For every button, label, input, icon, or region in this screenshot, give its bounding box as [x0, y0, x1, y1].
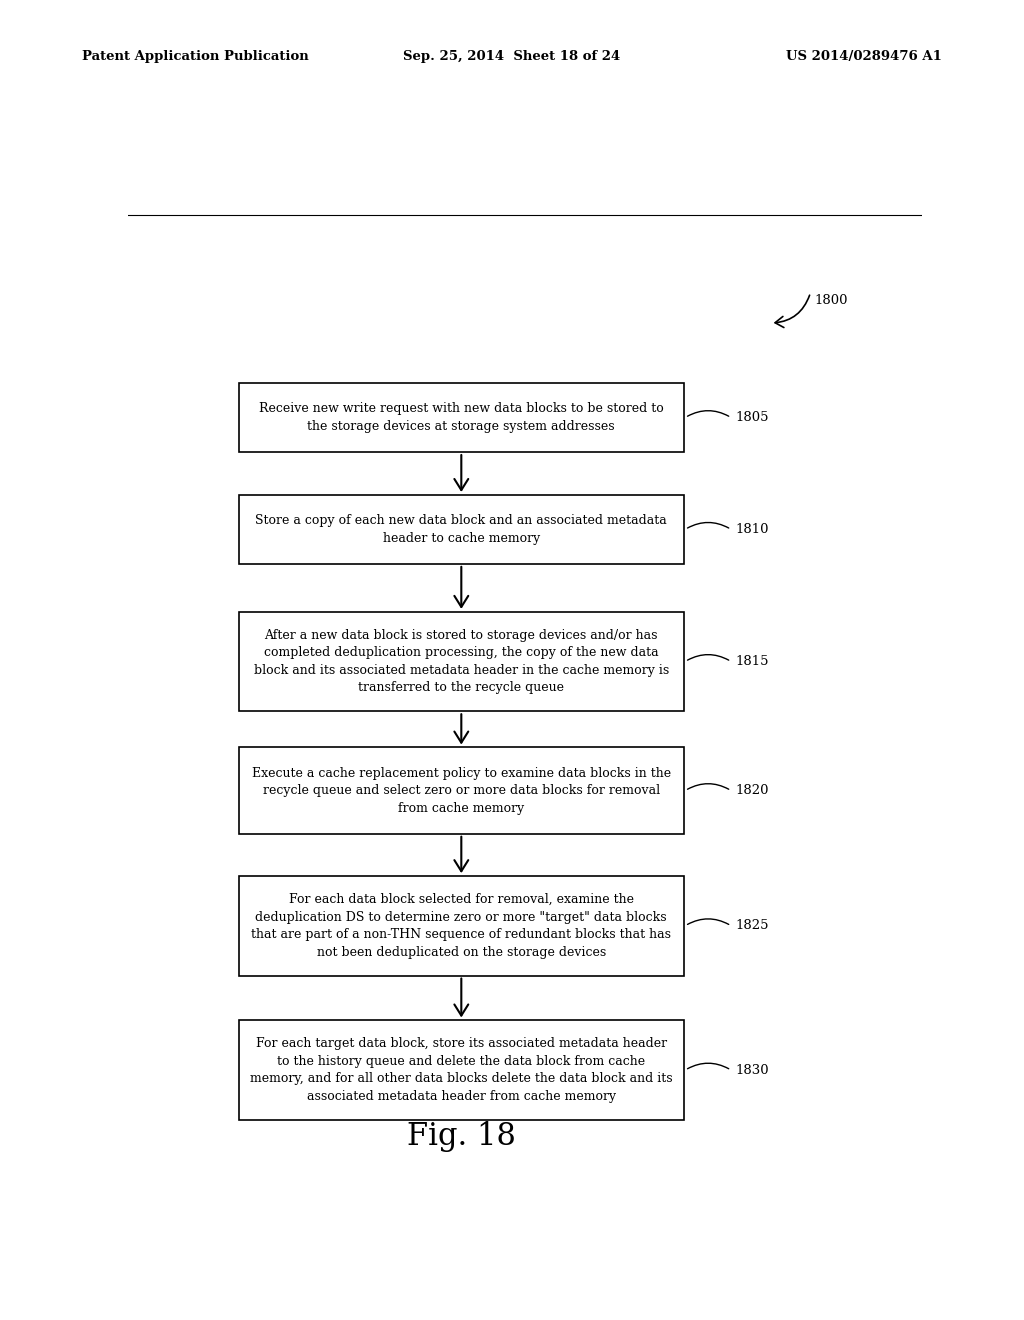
- FancyArrowPatch shape: [455, 837, 468, 871]
- FancyBboxPatch shape: [239, 747, 684, 834]
- Text: 1820: 1820: [735, 784, 769, 797]
- FancyArrowPatch shape: [455, 455, 468, 490]
- Text: After a new data block is stored to storage devices and/or has
completed dedupli: After a new data block is stored to stor…: [254, 628, 669, 694]
- FancyArrowPatch shape: [455, 978, 468, 1015]
- Text: 1805: 1805: [735, 411, 769, 424]
- Text: 1815: 1815: [735, 655, 769, 668]
- Text: Execute a cache replacement policy to examine data blocks in the
recycle queue a: Execute a cache replacement policy to ex…: [252, 767, 671, 814]
- FancyBboxPatch shape: [239, 383, 684, 453]
- FancyBboxPatch shape: [239, 611, 684, 711]
- FancyArrowPatch shape: [687, 919, 729, 924]
- Text: For each target data block, store its associated metadata header
to the history : For each target data block, store its as…: [250, 1038, 673, 1104]
- Text: US 2014/0289476 A1: US 2014/0289476 A1: [786, 50, 942, 63]
- Text: 1810: 1810: [735, 523, 769, 536]
- Text: 1800: 1800: [814, 294, 848, 308]
- Text: Store a copy of each new data block and an associated metadata
header to cache m: Store a copy of each new data block and …: [255, 513, 668, 545]
- FancyBboxPatch shape: [239, 876, 684, 975]
- Text: For each data block selected for removal, examine the
deduplication DS to determ: For each data block selected for removal…: [251, 894, 672, 958]
- Text: Patent Application Publication: Patent Application Publication: [82, 50, 308, 63]
- Text: 1825: 1825: [735, 919, 769, 932]
- FancyBboxPatch shape: [239, 1020, 684, 1119]
- FancyArrowPatch shape: [687, 655, 729, 660]
- FancyArrowPatch shape: [687, 411, 729, 416]
- Text: Receive new write request with new data blocks to be stored to
the storage devic: Receive new write request with new data …: [259, 403, 664, 433]
- FancyArrowPatch shape: [687, 784, 729, 789]
- Text: 1830: 1830: [735, 1064, 769, 1077]
- FancyArrowPatch shape: [775, 296, 810, 327]
- Text: Fig. 18: Fig. 18: [407, 1121, 516, 1151]
- FancyArrowPatch shape: [687, 523, 729, 528]
- FancyArrowPatch shape: [455, 714, 468, 743]
- Text: Sep. 25, 2014  Sheet 18 of 24: Sep. 25, 2014 Sheet 18 of 24: [403, 50, 621, 63]
- FancyArrowPatch shape: [687, 1063, 729, 1069]
- FancyBboxPatch shape: [239, 495, 684, 564]
- FancyArrowPatch shape: [455, 566, 468, 607]
